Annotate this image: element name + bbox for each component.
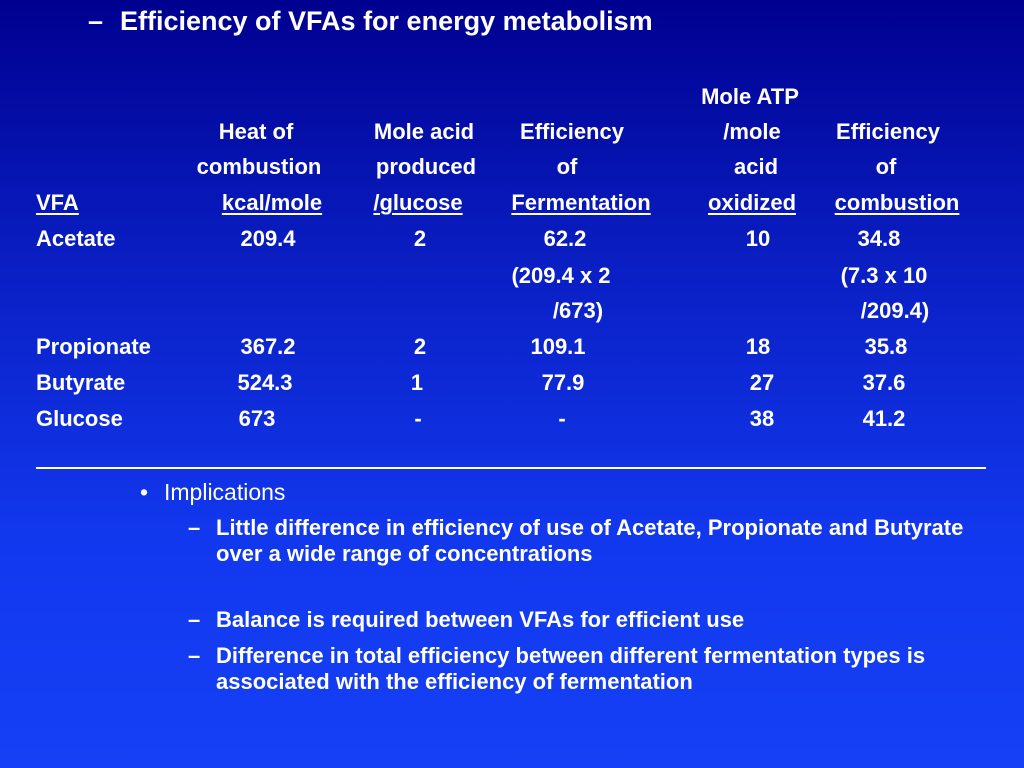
- row-acetate-eff-ferm-calc-line2: /673): [552, 298, 604, 323]
- table-divider: [36, 467, 986, 469]
- implication-item-3: – Difference in total efficiency between…: [188, 643, 976, 695]
- header-eff-ferm-line1: Efficiency: [520, 119, 624, 144]
- row-butyrate-eff-comb: 37.6: [862, 370, 906, 395]
- title-text: Efficiency of VFAs for energy metabolism: [120, 6, 653, 36]
- header-atp-line3: acid: [733, 154, 779, 179]
- row-propionate-mole-acid: 2: [413, 334, 427, 359]
- implication-text: Difference in total efficiency between d…: [216, 643, 926, 694]
- row-propionate-eff-ferm: 109.1: [530, 334, 586, 359]
- row-glucose-eff-ferm: -: [558, 406, 566, 431]
- row-glucose-vfa: Glucose: [36, 406, 123, 431]
- header-atp-line1: Mole ATP: [701, 84, 799, 109]
- sub-dash: –: [188, 515, 201, 540]
- implication-text: Balance is required between VFAs for eff…: [216, 607, 745, 632]
- implication-item-2: – Balance is required between VFAs for e…: [188, 607, 976, 633]
- row-acetate-eff-comb-calc-line2: /209.4): [860, 298, 930, 323]
- row-glucose-eff-comb: 41.2: [862, 406, 906, 431]
- row-butyrate-atp: 27: [749, 370, 775, 395]
- row-acetate-eff-comb-calc-line1: (7.3 x 10: [840, 263, 928, 288]
- header-eff-comb-line3: combustion: [834, 190, 960, 215]
- header-heat-line3: kcal/mole: [221, 190, 323, 215]
- row-acetate-eff-ferm: 62.2: [543, 226, 587, 251]
- row-butyrate-eff-ferm: 77.9: [541, 370, 585, 395]
- implications-bullet: • Implications: [140, 478, 285, 506]
- header-mole-acid-line1: Mole acid: [373, 119, 475, 144]
- row-acetate-eff-comb: 34.8: [857, 226, 901, 251]
- header-eff-comb-line1: Efficiency: [836, 119, 940, 144]
- row-acetate-vfa: Acetate: [36, 226, 116, 251]
- row-propionate-heat: 367.2: [240, 334, 296, 359]
- row-acetate-atp: 10: [745, 226, 771, 251]
- row-propionate-atp: 18: [745, 334, 771, 359]
- row-glucose-heat: 673: [238, 406, 276, 431]
- title-dash: –: [88, 6, 104, 36]
- row-propionate-eff-comb: 35.8: [864, 334, 908, 359]
- row-butyrate-mole-acid: 1: [410, 370, 424, 395]
- header-mole-acid-line3: /glucose: [373, 190, 463, 215]
- row-butyrate-vfa: Butyrate: [36, 370, 126, 395]
- row-butyrate-heat: 524.3: [237, 370, 293, 395]
- row-acetate-eff-ferm-calc-line1: (209.4 x 2: [511, 263, 611, 288]
- sub-dash: –: [188, 643, 201, 668]
- header-heat-line1: Heat of: [218, 119, 294, 144]
- row-acetate-heat: 209.4: [240, 226, 296, 251]
- bullet-dot: •: [140, 479, 149, 505]
- header-eff-ferm-line3: Fermentation: [511, 190, 651, 215]
- row-glucose-mole-acid: -: [414, 406, 422, 431]
- implication-item-1: – Little difference in efficiency of use…: [188, 515, 976, 567]
- header-atp-line4: oxidized: [707, 190, 797, 215]
- row-glucose-atp: 38: [749, 406, 775, 431]
- sub-dash: –: [188, 607, 201, 632]
- row-acetate-mole-acid: 2: [413, 226, 427, 251]
- implications-label: Implications: [164, 479, 286, 505]
- row-propionate-vfa: Propionate: [36, 334, 151, 359]
- slide-title: – Efficiency of VFAs for energy metabolis…: [88, 4, 653, 38]
- header-heat-line2: combustion: [196, 154, 322, 179]
- header-vfa: VFA: [36, 190, 79, 215]
- implication-text: Little difference in efficiency of use o…: [216, 515, 964, 566]
- header-mole-acid-line2: produced: [375, 154, 477, 179]
- header-eff-comb-line2: of: [875, 154, 897, 179]
- header-eff-ferm-line2: of: [556, 154, 578, 179]
- header-atp-line2: /mole: [723, 119, 781, 144]
